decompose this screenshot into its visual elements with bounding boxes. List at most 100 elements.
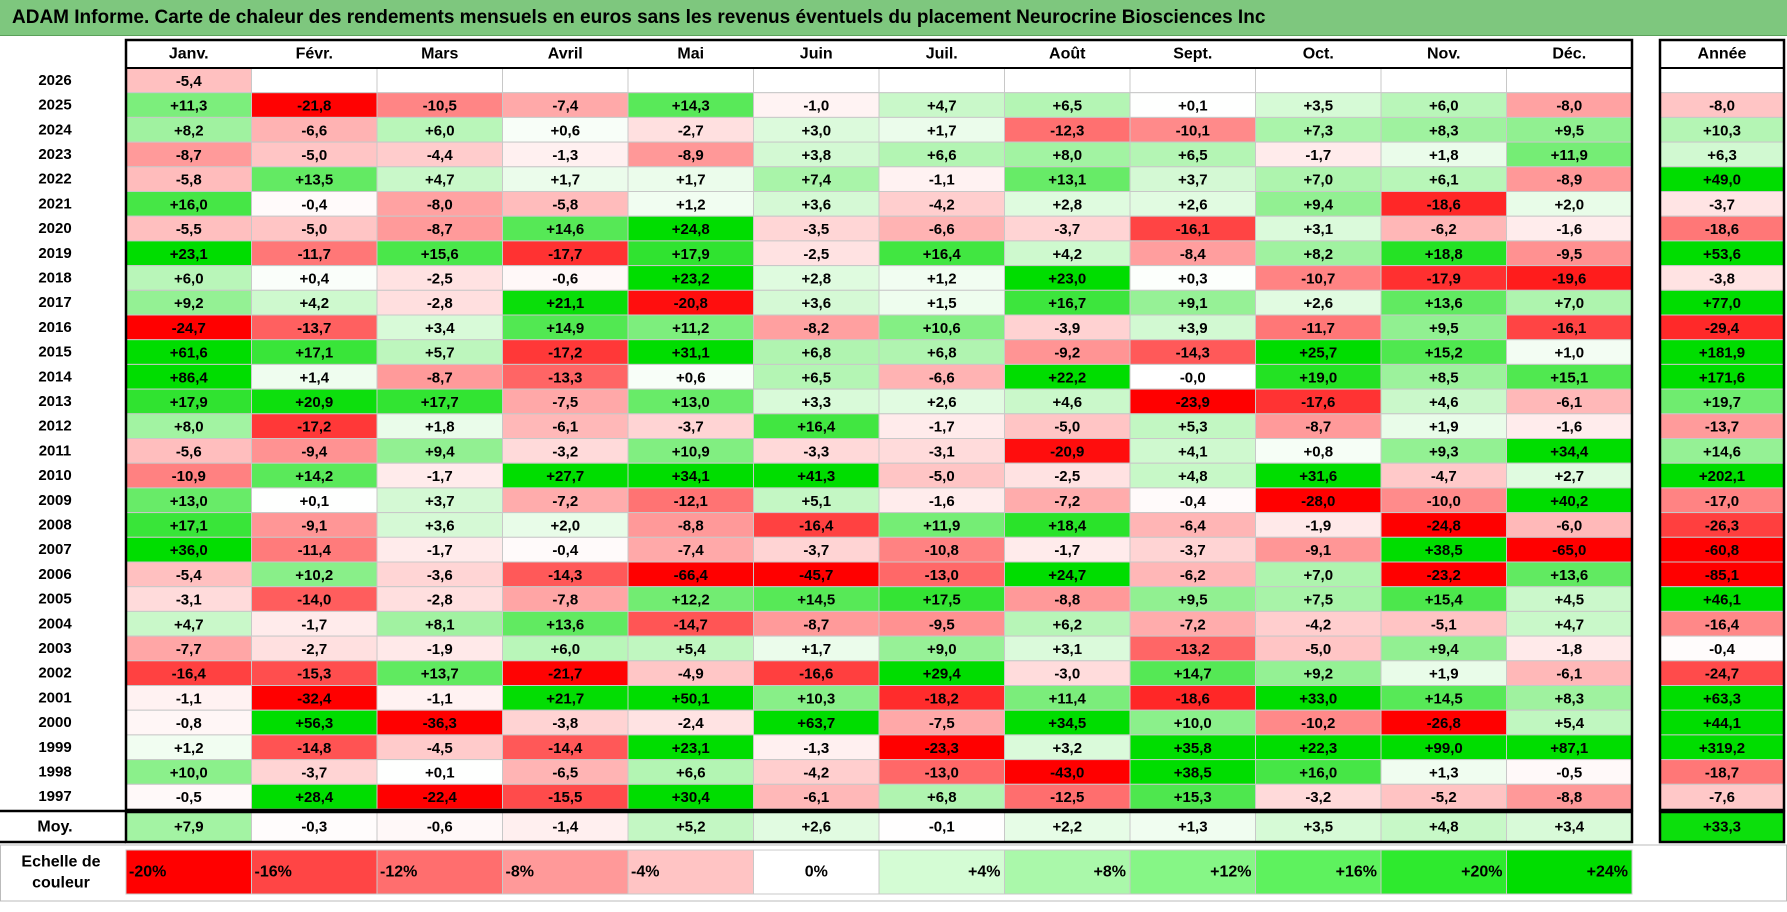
heat-cell: [251, 240, 378, 267]
cell-value: -7,2: [552, 493, 578, 510]
heat-cell: [502, 141, 629, 168]
cell-value: -11,7: [1302, 320, 1335, 337]
cell-value: -6,1: [1556, 666, 1582, 683]
cell-value: +1,7: [927, 122, 957, 139]
heat-cell: [753, 265, 880, 291]
heat-cell: [1255, 265, 1382, 291]
cell-value: -8,0: [427, 196, 453, 213]
cell-value: +1,8: [1429, 147, 1459, 164]
cell-value: +6,5: [1052, 98, 1082, 115]
cell-value: -3,7: [1054, 221, 1080, 238]
year-label: 2026: [38, 72, 71, 89]
cell-value: +15,2: [1425, 345, 1463, 362]
annual-value: +77,0: [1703, 295, 1741, 312]
year-label: 2023: [38, 146, 71, 163]
cell-value: +6,0: [174, 270, 204, 287]
cell-value: +18,4: [1048, 517, 1087, 534]
month-header: Mai: [677, 46, 704, 63]
heat-cell: [502, 783, 629, 810]
cell-value: +20,9: [295, 394, 333, 411]
month-header: Févr.: [296, 46, 333, 63]
year-label: 2000: [38, 714, 71, 731]
cell-value: -17,7: [548, 246, 582, 263]
cell-value: +1,7: [801, 641, 831, 658]
heat-cell: [1255, 709, 1382, 736]
average-value: -0,1: [929, 819, 955, 836]
cell-value: +22,3: [1299, 740, 1337, 757]
cell-value: +1,7: [550, 172, 580, 189]
cell-value: +17,9: [170, 394, 208, 411]
annual-value: -16,4: [1705, 616, 1740, 633]
cell-value: +13,6: [1550, 567, 1588, 584]
cell-value: -0,4: [301, 196, 328, 213]
cell-value: +12,2: [672, 592, 710, 609]
heat-cell: [1255, 610, 1382, 637]
cell-value: +21,1: [546, 295, 584, 312]
annual-value: -18,7: [1705, 764, 1739, 781]
heat-cell: [376, 363, 503, 390]
heat-cell: [1129, 759, 1256, 785]
year-label: 2014: [38, 368, 72, 385]
heat-cell: [627, 759, 754, 785]
cell-value: +4,5: [1554, 592, 1584, 609]
cell-value: -1,9: [1305, 517, 1331, 534]
year-label: 2007: [38, 541, 71, 558]
cell-value: -5,5: [176, 221, 202, 238]
scale-label: -16%: [255, 864, 292, 881]
cell-value: +5,4: [676, 641, 706, 658]
cell-value: -5,8: [176, 172, 202, 189]
cell-value: +29,4: [923, 666, 962, 683]
annual-value: -3,8: [1709, 270, 1735, 287]
heat-cell: [125, 635, 252, 662]
heat-cell: [251, 660, 378, 686]
cell-value: -8,2: [803, 320, 829, 337]
average-cell: [1380, 811, 1507, 843]
heat-cell: [753, 413, 880, 439]
cell-value: +4,6: [1052, 394, 1082, 411]
heat-cell: [1255, 314, 1382, 341]
cell-value: +27,7: [546, 468, 584, 485]
heat-cell: [627, 586, 754, 612]
heat-cell: [502, 265, 629, 291]
year-label: 2003: [38, 640, 71, 657]
heat-cell: [1380, 759, 1507, 785]
cell-value: +34,4: [1550, 443, 1589, 460]
heat-cell: [1506, 660, 1633, 686]
cell-value: +2,6: [927, 394, 957, 411]
annual-value: -0,4: [1709, 641, 1736, 658]
cell-value: +7,0: [1554, 295, 1584, 312]
annual-cell: [1659, 314, 1785, 341]
average-border: [124, 810, 1634, 844]
cell-value: -1,7: [1054, 542, 1080, 559]
heat-cell: [251, 166, 378, 193]
cell-value: -7,4: [552, 98, 579, 115]
cell-value: +24,8: [672, 221, 710, 238]
cell-value: +9,3: [1429, 443, 1459, 460]
cell-value: -2,8: [427, 295, 453, 312]
cell-value: -1,7: [427, 468, 453, 485]
month-header: Oct.: [1303, 46, 1334, 63]
cell-value: +13,5: [295, 172, 333, 189]
heat-cell: [1506, 215, 1633, 242]
heat-cell: [1129, 561, 1256, 588]
heat-cell: [1506, 363, 1633, 390]
heat-cell: [1380, 67, 1507, 94]
cell-value: -3,3: [803, 443, 829, 460]
annual-cell: [1659, 561, 1785, 588]
cell-value: -13,7: [297, 320, 331, 337]
heat-cell: [125, 363, 252, 390]
cell-value: +35,8: [1174, 740, 1212, 757]
heat-cell: [1255, 635, 1382, 662]
cell-value: +61,6: [170, 345, 208, 362]
average-value: -0,3: [301, 819, 327, 836]
cell-value: -4,7: [1431, 468, 1457, 485]
average-value: +3,5: [1303, 819, 1333, 836]
heat-cell: [1380, 635, 1507, 662]
cell-value: -4,2: [929, 196, 955, 213]
cell-value: -2,5: [427, 270, 453, 287]
scale-swatch: [125, 849, 252, 895]
heat-cell: [502, 759, 629, 785]
cell-value: -5,6: [176, 443, 202, 460]
heat-cell: [1255, 141, 1382, 168]
scale-swatch: [627, 849, 754, 895]
